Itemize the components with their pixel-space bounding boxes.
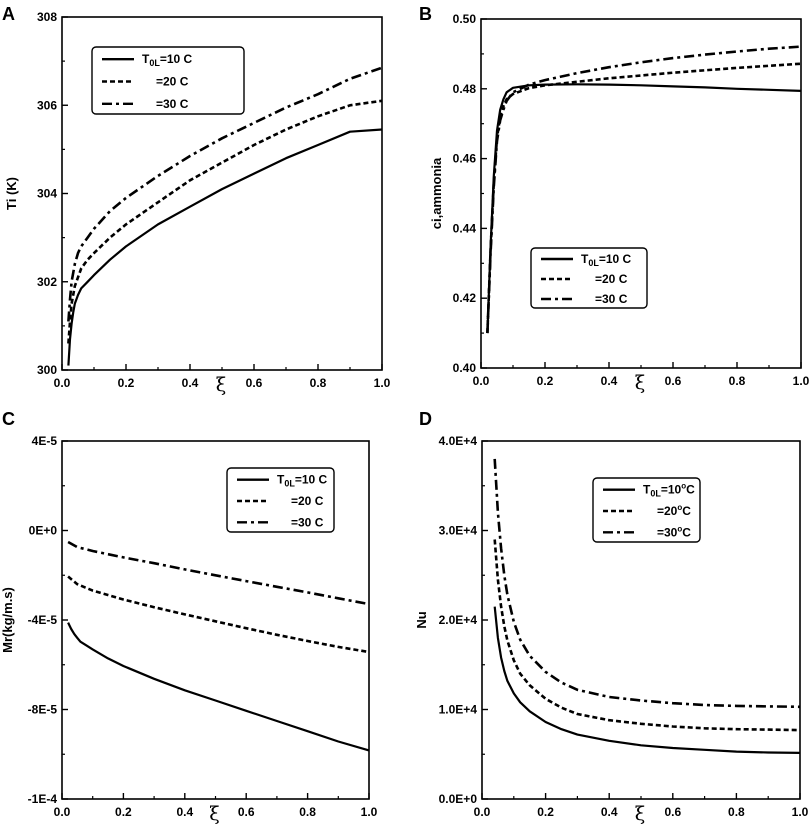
x-tick-label: 0.0 — [473, 374, 490, 388]
y-tick-label: -4E-5 — [28, 613, 58, 627]
panel-d: D 0.0 0.2 0.4 0.6 0.8 1.0 0.0E+0 1.0E+4 2.0E+4 3.0… — [414, 409, 809, 824]
series-dash-dot-line — [486, 45, 802, 334]
y-tick-label: 0.46 — [453, 152, 477, 166]
legend-box — [91, 46, 245, 115]
y-tick-label: 4.0E+4 — [439, 434, 478, 448]
legend-box — [530, 247, 648, 309]
x-tick-label: 0.8 — [299, 805, 316, 819]
y-tick-label: 0.40 — [453, 361, 477, 375]
y-tick-label: 0.44 — [453, 221, 477, 235]
x-axis-label: ξ — [216, 374, 226, 396]
y-tick-label: -8E-5 — [28, 703, 58, 717]
panel-c: C 0.0 0.2 0.4 0.6 0.8 1.0 -1E-4 -8E-5 -4E-5 0E+0 4E… — [0, 409, 378, 824]
y-tick-label: 0E+0 — [29, 524, 58, 538]
x-tick-label: 0.4 — [601, 374, 618, 388]
x-tick-label: 0.6 — [246, 376, 263, 390]
y-tick-label: 300 — [37, 363, 57, 377]
x-tick-label: 1.0 — [361, 805, 378, 819]
series-dash-dot-line — [67, 540, 370, 606]
y-tick-label: 3.0E+4 — [439, 524, 478, 538]
x-tick-label: 1.0 — [792, 805, 809, 819]
series-dashed-line — [486, 62, 802, 334]
y-tick-label: 308 — [37, 10, 57, 24]
x-tick-label: 0.4 — [601, 805, 618, 819]
x-tick-label: 0.2 — [118, 376, 135, 390]
y-tick-label: 0.0E+0 — [439, 792, 478, 806]
legend-entry-label: =20 C — [595, 272, 628, 286]
x-tick-label: 0.8 — [729, 374, 746, 388]
y-axis-label: ci,ammonia — [429, 157, 444, 229]
legend: T0L=10 C =20 C =30 C — [226, 467, 335, 533]
panel-label: A — [2, 4, 15, 24]
x-tick-label: 0.2 — [537, 805, 554, 819]
x-tick-label: 1.0 — [793, 374, 809, 388]
x-tick-label: 0.8 — [310, 376, 327, 390]
y-tick-label: 0.50 — [453, 12, 477, 26]
series-solid-line — [493, 606, 801, 754]
series-dashed-line — [67, 99, 383, 344]
y-tick-label: -1E-4 — [28, 792, 58, 806]
legend-entry-label: =30 C — [595, 292, 628, 306]
legend-entry-label: T0L=10 C — [142, 52, 193, 68]
series-dashed-line — [493, 539, 801, 732]
series-dashed-line — [67, 575, 370, 654]
y-axis-label: Ti (K) — [4, 177, 19, 210]
x-tick-label: 0.0 — [54, 805, 71, 819]
panel-b: B 0.0 0.2 0.4 0.6 0.8 1.0 0.40 0.42 0.44 0.46 0.48 0… — [419, 4, 809, 394]
series-solid-line — [67, 622, 370, 752]
panel-label: C — [2, 409, 15, 429]
legend-entry-label: T0L=10 C — [581, 252, 632, 268]
series-dash-dot-line — [493, 458, 801, 709]
y-tick-label: 0.42 — [453, 291, 477, 305]
legend-entry-label: =20 C — [291, 494, 324, 508]
panel-label: D — [419, 409, 432, 429]
x-tick-label: 0.6 — [238, 805, 255, 819]
legend-entry-label: =30oC — [657, 524, 691, 539]
legend: T0L=10 C =20 C =30 C — [91, 46, 245, 115]
x-tick-label: 0.0 — [474, 805, 491, 819]
x-tick-label: 1.0 — [374, 376, 391, 390]
x-tick-label: 0.0 — [54, 376, 71, 390]
series-solid-line — [67, 128, 383, 366]
x-tick-label: 0.4 — [182, 376, 199, 390]
legend: T0L=10oC =20oC =30oC — [592, 477, 701, 543]
x-tick-label: 0.8 — [728, 805, 745, 819]
x-tick-label: 0.6 — [664, 805, 681, 819]
y-tick-label: 0.48 — [453, 82, 477, 96]
y-tick-label: 302 — [37, 275, 57, 289]
y-tick-label: 1.0E+4 — [439, 703, 478, 717]
series-dash-dot-line — [67, 66, 383, 322]
x-tick-label: 0.4 — [176, 805, 193, 819]
panel-a: A 0.0 0.2 0.4 0.6 0.8 1.0 300 302 304 306 308 ξ Ti (K… — [2, 4, 391, 396]
y-tick-label: 2.0E+4 — [439, 613, 478, 627]
x-tick-label: 0.6 — [665, 374, 682, 388]
legend-entry-label: =30 C — [291, 515, 324, 529]
legend: T0L=10 C =20 C =30 C — [530, 247, 648, 309]
legend-box — [592, 477, 701, 543]
x-axis-label: ξ — [209, 803, 219, 824]
panel-label: B — [419, 4, 432, 24]
legend-box — [226, 467, 335, 533]
y-tick-label: 306 — [37, 98, 57, 112]
legend-entry-label: =20 C — [156, 75, 189, 89]
legend-entry-label: =20oC — [657, 503, 691, 518]
x-axis-label: ξ — [635, 372, 645, 394]
y-tick-label: 304 — [37, 187, 57, 201]
y-tick-label: 4E-5 — [32, 434, 58, 448]
legend-entry-label: T0L=10 C — [277, 473, 328, 489]
y-axis-label: Nu — [414, 611, 429, 628]
y-axis-label: Mr(kg/m.s) — [0, 587, 15, 653]
legend-entry-label: T0L=10oC — [643, 482, 695, 499]
x-tick-label: 0.2 — [537, 374, 554, 388]
x-tick-label: 0.2 — [115, 805, 132, 819]
legend-entry-label: =30 C — [156, 97, 189, 111]
plot-frame — [480, 18, 802, 369]
x-axis-label: ξ — [635, 803, 645, 824]
